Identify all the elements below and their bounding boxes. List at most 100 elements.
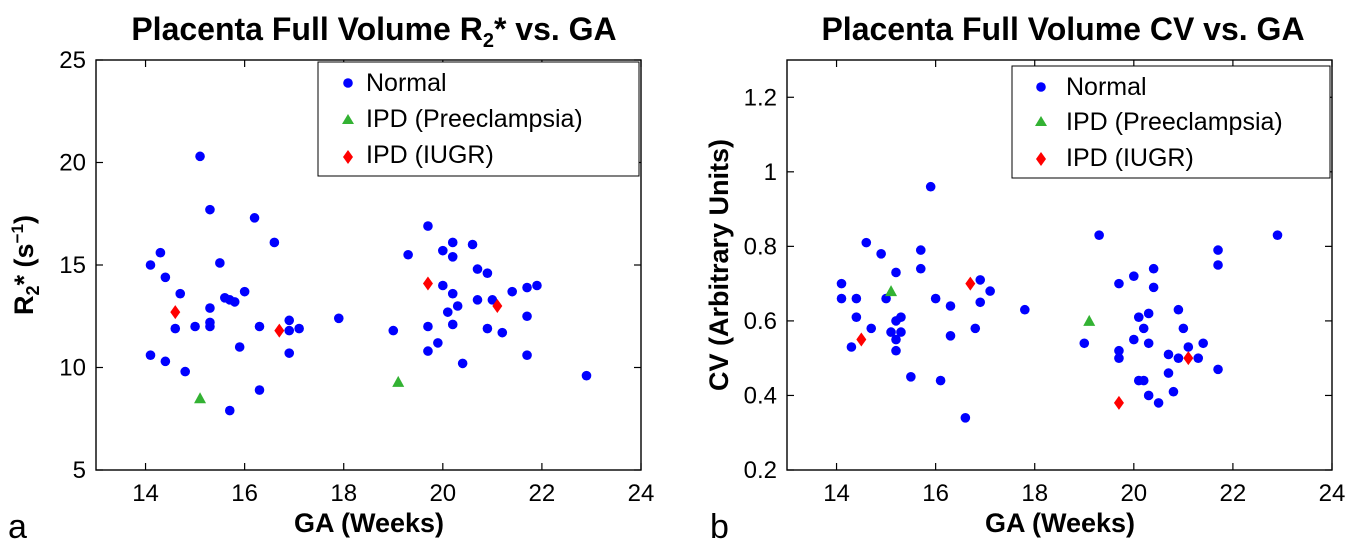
chart-b-point-normal bbox=[1143, 308, 1154, 319]
chart-b-point-ipd-iugr bbox=[965, 276, 976, 291]
chart-b-legend-iugr-label: IPD (IUGR) bbox=[1066, 144, 1194, 172]
chart-b-point-normal bbox=[1163, 368, 1174, 378]
chart-a-point-normal bbox=[170, 323, 181, 334]
chart-b-xtick-label: 16 bbox=[922, 480, 949, 507]
chart-b-point-normal bbox=[1138, 323, 1149, 334]
chart-a-legend-normal-label: Normal bbox=[366, 69, 447, 97]
chart-a-point-normal bbox=[438, 280, 448, 291]
chart-b-xlabel: GA (Weeks) bbox=[985, 508, 1135, 538]
chart-b-title: Placenta Full Volume CV vs. GA bbox=[821, 11, 1304, 47]
chart-b-point-normal bbox=[866, 323, 877, 334]
chart-b-ytick-label: 0.4 bbox=[744, 382, 777, 409]
chart-a-point-ipd-preeclampsia bbox=[392, 375, 405, 387]
chart-a-point-normal bbox=[433, 338, 443, 348]
chart-a-xtick-label: 20 bbox=[429, 480, 456, 507]
chart-a-ytick-label: 25 bbox=[59, 47, 86, 74]
chart-a-point-normal bbox=[472, 295, 483, 305]
chart-b-plot-frame bbox=[786, 59, 1333, 471]
chart-a-point-normal bbox=[522, 311, 532, 322]
chart-a-point-normal bbox=[497, 327, 508, 338]
chart-a-point-normal bbox=[403, 249, 413, 260]
chart-b-point-normal bbox=[836, 293, 847, 304]
chart-b-point-normal bbox=[1020, 304, 1030, 315]
chart-b-point-normal bbox=[1133, 312, 1144, 322]
chart-b-point-ipd-iugr bbox=[1183, 351, 1194, 366]
chart-b-point-ipd-preeclampsia bbox=[885, 285, 898, 297]
chart-a-point-normal bbox=[423, 221, 433, 231]
chart-b-legend-normal-label: Normal bbox=[1066, 73, 1147, 101]
chart-b-point-normal bbox=[1213, 260, 1223, 270]
chart-a-point-normal bbox=[438, 245, 448, 256]
chart-a-points bbox=[145, 151, 592, 416]
chart-a-point-normal bbox=[333, 313, 344, 324]
chart-a-panel-letter: a bbox=[8, 508, 27, 544]
chart-a-point-normal bbox=[249, 213, 260, 223]
chart-a-point-normal bbox=[423, 321, 433, 332]
chart-b-point-ipd-iugr bbox=[1113, 395, 1124, 410]
chart-a-point-normal bbox=[467, 239, 478, 250]
chart-b-point-normal bbox=[896, 327, 906, 337]
chart-a-point-normal bbox=[457, 358, 468, 369]
chart-b-legend-preeclampsia-marker bbox=[1035, 116, 1047, 126]
chart-a-point-normal bbox=[423, 346, 433, 356]
chart-b-point-normal bbox=[960, 413, 971, 423]
chart-a-point-normal bbox=[522, 350, 532, 361]
chart-b-point-normal bbox=[1079, 338, 1090, 349]
chart-a-point-normal bbox=[522, 282, 532, 293]
chart-b-xtick-label: 20 bbox=[1120, 480, 1147, 507]
chart-a-point-normal bbox=[195, 151, 205, 162]
chart-b-xtick-label: 24 bbox=[1319, 480, 1346, 507]
chart-b-point-normal bbox=[881, 293, 891, 304]
chart-b-point-normal bbox=[1138, 375, 1149, 386]
chart-b-point-normal bbox=[891, 267, 901, 278]
chart-a-title: Placenta Full Volume R2* vs. GA bbox=[131, 11, 616, 52]
chart-b-point-normal bbox=[1129, 334, 1139, 345]
chart-a-point-normal bbox=[205, 303, 215, 313]
chart-a-point-normal bbox=[472, 264, 483, 274]
chart-a-point-normal bbox=[581, 370, 592, 381]
chart-a-point-normal bbox=[160, 272, 171, 283]
chart-b-point-normal bbox=[935, 375, 946, 386]
chart-b-point-normal bbox=[851, 293, 862, 304]
chart-a-point-normal bbox=[482, 323, 493, 334]
chart-a-legend-preeclampsia-label: IPD (Preeclampsia) bbox=[366, 105, 583, 133]
chart-b-point-normal bbox=[985, 286, 995, 296]
chart-a-point-normal bbox=[229, 297, 240, 307]
chart-a-point-normal bbox=[160, 356, 171, 367]
chart-b-point-normal bbox=[1114, 278, 1124, 289]
chart-b-point-normal bbox=[1193, 353, 1204, 363]
chart-a-xtick-label: 18 bbox=[330, 480, 357, 507]
chart-b-xtick-label: 18 bbox=[1021, 480, 1048, 507]
chart-b-point-normal bbox=[945, 301, 956, 311]
chart-a-point-normal bbox=[254, 321, 265, 332]
chart-b-point-normal bbox=[1114, 345, 1124, 356]
chart-a-legend: Normal IPD (Preeclampsia) IPD (IUGR) bbox=[317, 61, 640, 177]
chart-a-point-ipd-iugr bbox=[492, 299, 503, 313]
chart-b-point-normal bbox=[1173, 304, 1184, 315]
chart-b-point-normal bbox=[1148, 263, 1159, 274]
chart-b-point-normal bbox=[915, 263, 926, 274]
chart-a-point-normal bbox=[447, 251, 458, 262]
chart-a-xtick-label: 22 bbox=[529, 480, 556, 507]
chart-b-ylabel: CV (Arbitrary Units) bbox=[704, 139, 734, 391]
chart-a-point-normal bbox=[532, 280, 542, 291]
chart-a-xlabel: GA (Weeks) bbox=[294, 508, 444, 538]
chart-a-ylabel: R2* (s−1) bbox=[8, 215, 43, 315]
chart-a-point-normal bbox=[447, 319, 458, 330]
chart-b-point-normal bbox=[1153, 398, 1164, 408]
chart-b-point-normal bbox=[851, 312, 862, 322]
chart-a-point-normal bbox=[284, 348, 295, 358]
chart-a-point-normal bbox=[155, 247, 166, 258]
chart-b-point-normal bbox=[1143, 338, 1154, 349]
chart-b-point-normal bbox=[1178, 323, 1189, 334]
chart-a-ytick-label: 15 bbox=[59, 252, 86, 279]
chart-b-xtick-label: 22 bbox=[1220, 480, 1247, 507]
chart-a-point-normal bbox=[180, 366, 190, 377]
chart-b-point-normal bbox=[915, 245, 926, 255]
chart-b-legend-preeclampsia-label: IPD (Preeclampsia) bbox=[1066, 108, 1283, 136]
chart-b-point-normal bbox=[836, 278, 847, 289]
chart-a-point-normal bbox=[447, 237, 458, 248]
chart-a-point-normal bbox=[284, 315, 295, 326]
chart-b-point-normal bbox=[1168, 386, 1179, 397]
